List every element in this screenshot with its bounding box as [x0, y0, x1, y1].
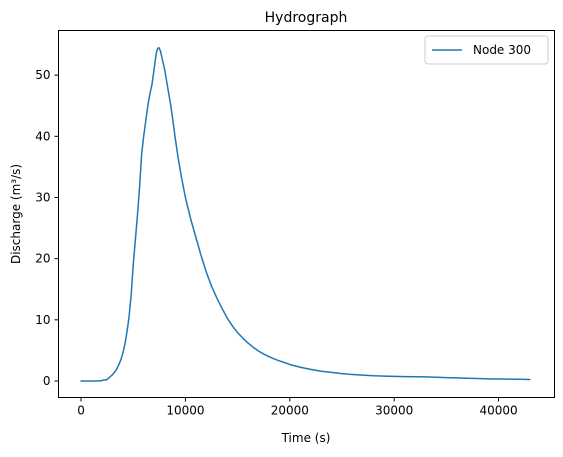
legend-box — [424, 35, 549, 65]
y-tick-label: 20 — [35, 252, 50, 266]
y-axis: 0 10 20 30 40 50 — [35, 68, 59, 388]
x-tick-label: 0 — [77, 404, 85, 418]
x-axis-label: Time (s) — [281, 431, 331, 445]
x-axis: 0 10000 20000 30000 40000 — [77, 397, 518, 418]
series-layer — [80, 46, 531, 382]
legend-entry-label: Node 300 — [473, 43, 531, 57]
x-tick-label: 10000 — [166, 404, 204, 418]
y-tick-label: 0 — [43, 374, 51, 388]
series-line — [80, 46, 531, 382]
y-tick-label: 40 — [35, 129, 50, 143]
plot-area — [58, 30, 555, 398]
y-tick-label: 10 — [35, 313, 50, 327]
x-tick-label: 30000 — [375, 404, 413, 418]
x-tick-label: 20000 — [271, 404, 309, 418]
y-axis-label: Discharge (m³/s) — [9, 164, 23, 264]
y-tick-label: 30 — [35, 190, 50, 204]
legend: Node 300 — [424, 35, 549, 65]
x-tick-label: 40000 — [479, 404, 517, 418]
y-tick-label: 50 — [35, 68, 50, 82]
chart-title: Hydrograph — [265, 10, 348, 26]
